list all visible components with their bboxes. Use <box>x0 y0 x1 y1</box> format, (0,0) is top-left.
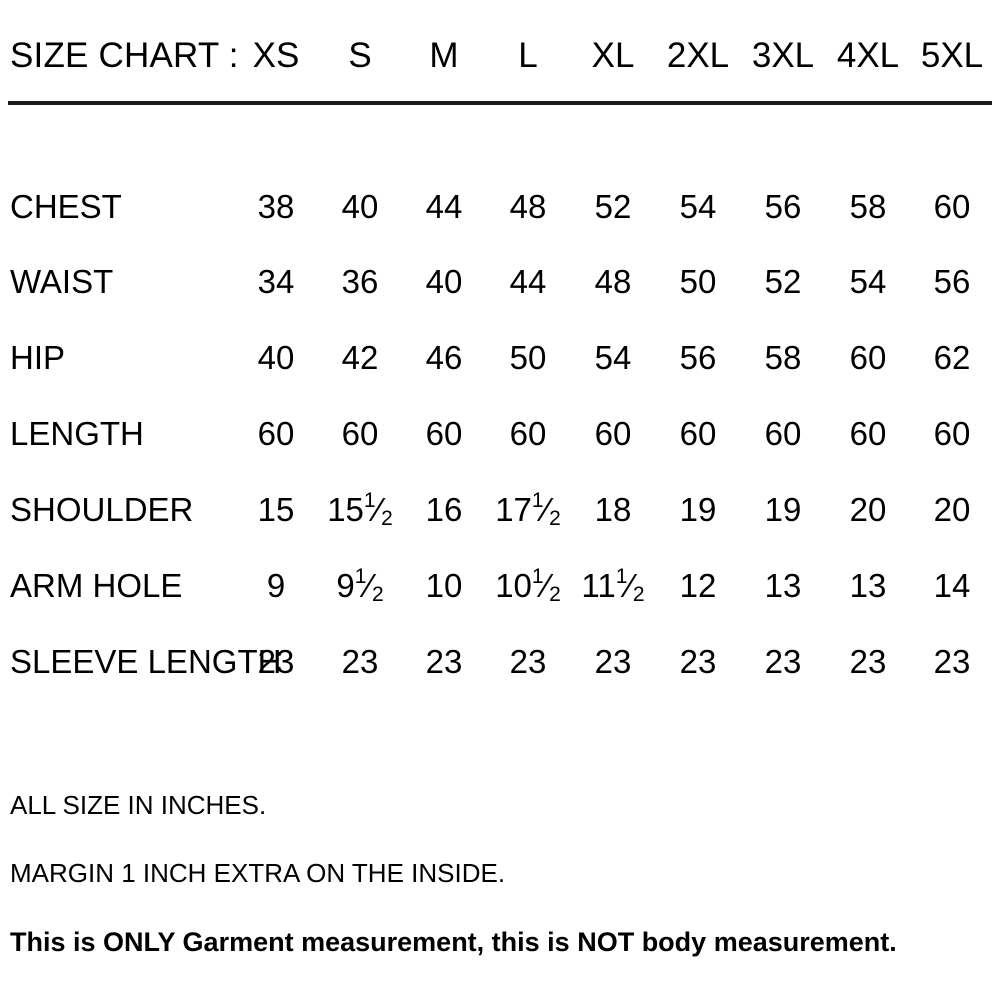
cell-arm-hole-l: 101⁄2 <box>495 560 561 612</box>
cell-shoulder-2xl: 19 <box>679 491 717 528</box>
cell-chest-s: 40 <box>341 188 379 225</box>
size-column-header-3xl: 3XL <box>751 36 815 75</box>
table-row: CHEST 38 40 44 48 52 54 56 58 60 <box>0 181 1000 233</box>
row-label-chest: CHEST <box>10 188 122 225</box>
cell-chest-xl: 52 <box>594 188 632 225</box>
cell-arm-hole-m: 10 <box>425 567 463 604</box>
cell-sleeve-length-5xl: 23 <box>933 643 971 680</box>
note-line-1: ALL SIZE IN INCHES. <box>10 790 267 820</box>
size-column-header-s: S <box>348 36 372 75</box>
page-title: SIZE CHART : <box>10 36 239 75</box>
cell-waist-xs: 34 <box>257 263 295 300</box>
cell-hip-3xl: 58 <box>764 339 802 376</box>
cell-length-5xl: 60 <box>933 415 971 452</box>
cell-chest-m: 44 <box>425 188 463 225</box>
cell-hip-m: 46 <box>425 339 463 376</box>
size-chart-header: SIZE CHART : XS S M L XL 2XL 3XL 4XL 5XL <box>0 30 1000 82</box>
table-row: SHOULDER 15 151⁄2 16 171⁄2 18 19 19 20 20 <box>0 484 1000 536</box>
size-column-header-l: L <box>518 36 538 75</box>
fraction: 1⁄2 <box>531 565 561 606</box>
cell-shoulder-l: 171⁄2 <box>495 484 561 536</box>
cell-chest-xs: 38 <box>257 188 295 225</box>
table-row: LENGTH 60 60 60 60 60 60 60 60 60 <box>0 408 1000 460</box>
cell-waist-xl: 48 <box>594 263 632 300</box>
cell-waist-l: 44 <box>509 263 547 300</box>
cell-length-3xl: 60 <box>764 415 802 452</box>
cell-shoulder-xl: 18 <box>594 491 632 528</box>
cell-hip-s: 42 <box>341 339 379 376</box>
fraction: 1⁄2 <box>615 565 645 606</box>
cell-chest-2xl: 54 <box>679 188 717 225</box>
cell-sleeve-length-l: 23 <box>509 643 547 680</box>
cell-arm-hole-3xl: 13 <box>764 567 802 604</box>
cell-waist-4xl: 54 <box>849 263 887 300</box>
cell-length-s: 60 <box>341 415 379 452</box>
cell-shoulder-5xl: 20 <box>933 491 971 528</box>
row-label-length: LENGTH <box>10 415 144 452</box>
row-label-sleeve-length: SLEEVE LENGTH <box>10 643 282 680</box>
cell-length-xl: 60 <box>594 415 632 452</box>
cell-hip-2xl: 56 <box>679 339 717 376</box>
fraction: 1⁄2 <box>363 489 393 530</box>
cell-length-xs: 60 <box>257 415 295 452</box>
size-column-header-m: M <box>429 36 459 75</box>
cell-shoulder-m: 16 <box>425 491 463 528</box>
cell-sleeve-length-m: 23 <box>425 643 463 680</box>
cell-length-4xl: 60 <box>849 415 887 452</box>
cell-length-m: 60 <box>425 415 463 452</box>
cell-hip-l: 50 <box>509 339 547 376</box>
fraction: 1⁄2 <box>354 565 384 606</box>
row-label-waist: WAIST <box>10 263 114 300</box>
cell-chest-4xl: 58 <box>849 188 887 225</box>
cell-hip-xs: 40 <box>257 339 295 376</box>
size-column-header-4xl: 4XL <box>836 36 900 75</box>
table-row: SLEEVE LENGTH 23 23 23 23 23 23 23 23 23 <box>0 636 1000 688</box>
header-divider <box>8 101 992 105</box>
cell-sleeve-length-xl: 23 <box>594 643 632 680</box>
size-column-header-5xl: 5XL <box>920 36 984 75</box>
row-label-hip: HIP <box>10 339 66 376</box>
cell-hip-4xl: 60 <box>849 339 887 376</box>
cell-chest-3xl: 56 <box>764 188 802 225</box>
table-row: WAIST 34 36 40 44 48 50 52 54 56 <box>0 256 1000 308</box>
note-line-3: This is ONLY Garment measurement, this i… <box>10 927 897 957</box>
cell-arm-hole-s: 91⁄2 <box>336 560 383 612</box>
cell-shoulder-3xl: 19 <box>764 491 802 528</box>
note-line-2: MARGIN 1 INCH EXTRA ON THE INSIDE. <box>10 858 506 888</box>
cell-arm-hole-xs: 9 <box>266 567 286 604</box>
row-label-shoulder: SHOULDER <box>10 491 194 528</box>
size-column-header-2xl: 2XL <box>666 36 730 75</box>
cell-arm-hole-4xl: 13 <box>849 567 887 604</box>
cell-arm-hole-xl: 111⁄2 <box>581 560 644 612</box>
cell-sleeve-length-2xl: 23 <box>679 643 717 680</box>
cell-sleeve-length-xs: 23 <box>257 643 295 680</box>
cell-shoulder-4xl: 20 <box>849 491 887 528</box>
cell-waist-5xl: 56 <box>933 263 971 300</box>
cell-waist-m: 40 <box>425 263 463 300</box>
cell-hip-5xl: 62 <box>933 339 971 376</box>
cell-waist-3xl: 52 <box>764 263 802 300</box>
cell-arm-hole-2xl: 12 <box>679 567 717 604</box>
table-row: HIP 40 42 46 50 54 56 58 60 62 <box>0 332 1000 384</box>
cell-waist-2xl: 50 <box>679 263 717 300</box>
cell-chest-5xl: 60 <box>933 188 971 225</box>
cell-sleeve-length-s: 23 <box>341 643 379 680</box>
cell-sleeve-length-4xl: 23 <box>849 643 887 680</box>
cell-chest-l: 48 <box>509 188 547 225</box>
cell-shoulder-xs: 15 <box>257 491 295 528</box>
cell-sleeve-length-3xl: 23 <box>764 643 802 680</box>
cell-length-2xl: 60 <box>679 415 717 452</box>
cell-hip-xl: 54 <box>594 339 632 376</box>
table-row: ARM HOLE 9 91⁄2 10 101⁄2 111⁄2 12 13 13 14 <box>0 560 1000 612</box>
size-column-header-xl: XL <box>591 36 635 75</box>
cell-waist-s: 36 <box>341 263 379 300</box>
size-column-header-xs: XS <box>252 36 300 75</box>
cell-arm-hole-5xl: 14 <box>933 567 971 604</box>
fraction: 1⁄2 <box>531 489 561 530</box>
row-label-arm-hole: ARM HOLE <box>10 567 183 604</box>
cell-length-l: 60 <box>509 415 547 452</box>
cell-shoulder-s: 151⁄2 <box>327 484 393 536</box>
